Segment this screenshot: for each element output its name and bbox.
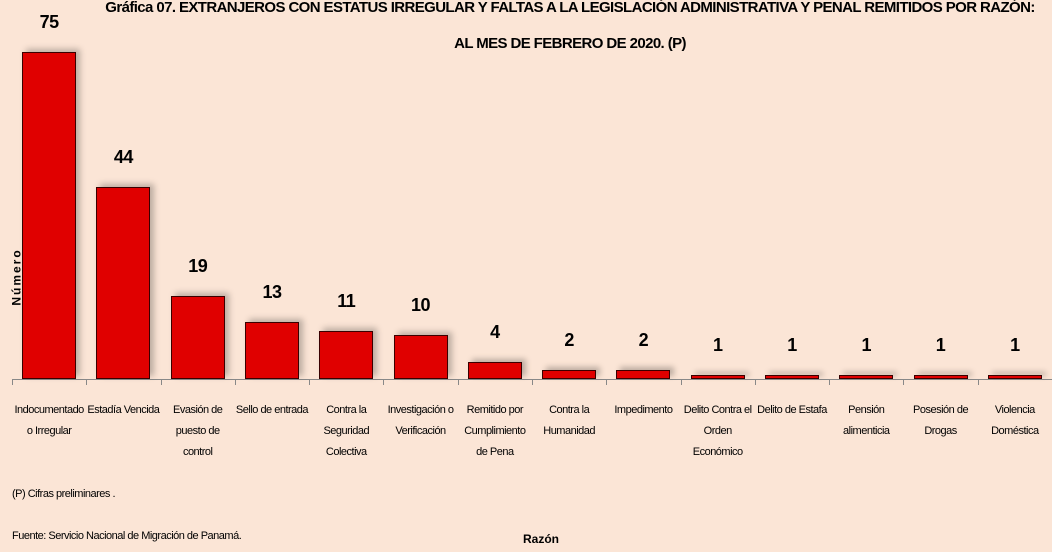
tick-mark (383, 379, 385, 385)
bar (616, 370, 671, 379)
bar (170, 296, 225, 379)
x-tick-label: Evasión de puesto de control (172, 404, 223, 458)
data-label: 1 (712, 334, 723, 355)
data-label: 10 (411, 295, 431, 316)
bar (542, 370, 597, 379)
bar (393, 335, 448, 379)
bar (839, 374, 894, 379)
x-tick-label: Delito de Estafa (757, 404, 827, 416)
tick-mark (12, 379, 13, 385)
data-label: 1 (787, 334, 797, 355)
data-label: 4 (490, 321, 500, 342)
tick-mark (606, 379, 608, 385)
x-tick-label: Violencia Doméstica (991, 404, 1039, 437)
tick-mark (309, 379, 311, 385)
tick-mark (829, 379, 831, 385)
data-label: 2 (638, 330, 649, 351)
chart-title: Gráfica 07. EXTRANJEROS CON ESTATUS IRRE… (105, 0, 1035, 52)
source: Fuente: Servicio Nacional de Migración d… (12, 530, 242, 542)
bar (690, 374, 745, 379)
x-tick-label: Estadía Vencida (87, 404, 160, 416)
data-label: 19 (188, 256, 208, 277)
x-tick-label: Pensión alimenticia (843, 404, 890, 437)
x-tick-label: Contra la Humanidad (543, 404, 596, 437)
tick-mark (532, 379, 533, 385)
x-axis-label: Razón (523, 532, 559, 546)
x-tick-label: Delito Contra el Orden Económico (683, 404, 752, 458)
footnote: (P) Cifras preliminares . (12, 488, 116, 500)
bar (96, 187, 151, 379)
tick-mark (160, 379, 162, 385)
data-label: 11 (337, 291, 356, 312)
tick-mark (754, 379, 756, 385)
x-tick-label: Remitido por Cumplimiento de Pena (464, 404, 526, 458)
x-tick-label: Contra la Seguridad Colectiva (323, 404, 370, 458)
tick-mark (234, 379, 236, 385)
tick-mark (903, 379, 905, 385)
data-label: 1 (861, 334, 872, 355)
bar (765, 374, 819, 379)
tick-mark (457, 379, 459, 385)
tick-mark (680, 379, 682, 385)
bar (467, 361, 522, 379)
x-tick-label: Investigación o Verificación (387, 404, 454, 437)
x-tick-label: Sello de entrada (235, 404, 309, 416)
data-label: 1 (1010, 334, 1020, 355)
tick-mark (977, 379, 979, 385)
bar (22, 52, 77, 379)
bar (319, 331, 374, 379)
x-tick-label: Impedimento (614, 404, 673, 416)
bar (245, 322, 299, 379)
data-label: 2 (564, 330, 574, 351)
data-label: 1 (935, 334, 946, 355)
x-tick-label: Indocumentado o Irregular (14, 404, 84, 437)
bar (913, 374, 968, 379)
data-label: 75 (39, 12, 60, 32)
data-label: 44 (113, 147, 134, 168)
tick-mark (86, 379, 88, 385)
bar (987, 374, 1042, 379)
x-tick-label: Posesión de Drogas (913, 404, 969, 437)
data-label: 13 (262, 282, 282, 303)
